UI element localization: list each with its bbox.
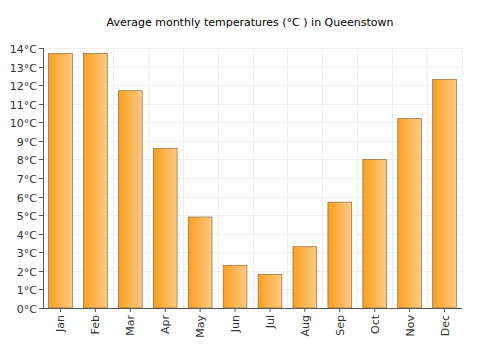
bar [363,159,387,308]
bar [153,148,177,308]
tick-label: 0°C [17,303,37,316]
tick [39,271,43,272]
tick-label: 4°C [17,229,37,242]
x-tick [409,308,410,312]
tick-label: 12°C [10,80,37,93]
bar [398,119,422,308]
title: Average monthly temperatures (°C ) in Qu… [107,16,394,29]
x-tick [130,308,131,312]
tick [39,178,43,179]
grid-line [43,48,462,49]
tick-label: 8°C [17,154,37,167]
tick-label: 9°C [17,136,37,149]
tick [39,104,43,105]
bars [49,54,457,308]
tick-label: 5°C [17,210,37,223]
tick [39,159,43,160]
x-tick [165,308,166,312]
tick [39,252,43,253]
tick-label: 13°C [10,62,37,75]
category-label: Mar [124,315,137,336]
category-label: Aug [299,315,312,336]
tick [39,234,43,235]
x-tick [60,308,61,312]
bar [328,202,352,308]
category-label: Sep [334,315,347,336]
category-label: May [194,315,207,338]
tick-label: 11°C [10,99,37,112]
tick [39,141,43,142]
grid-line-vertical [43,48,44,308]
bar [223,265,247,308]
x-tick [269,308,270,312]
bar [84,54,108,308]
tick-label: 2°C [17,266,37,279]
chart: Average monthly temperatures (°C ) in Qu… [0,0,500,350]
x-tick [235,308,236,312]
bar [258,275,282,308]
y-axis [43,48,44,308]
tick [39,197,43,198]
x-tick [339,308,340,312]
x-axis [43,308,462,309]
x-tick [304,308,305,312]
tick-label: 7°C [17,173,37,186]
tick-label: 3°C [17,247,37,260]
bar [433,80,457,308]
tick [39,308,43,309]
x-tick [374,308,375,312]
category-label: Apr [159,315,172,335]
tick-label: 1°C [17,284,37,297]
category-label: Feb [89,315,102,334]
tick-label: 6°C [17,192,37,205]
category-label: Jan [54,315,67,333]
bar [293,247,317,308]
tick-label: 10°C [10,117,37,130]
x-tick [444,308,445,312]
category-label: Dec [439,315,452,336]
category-label: Nov [404,315,417,337]
tick-label: 14°C [10,43,37,56]
grid-line-vertical [462,48,463,308]
tick [39,85,43,86]
tick [39,67,43,68]
bar [118,91,142,308]
category-label: Jul [264,315,277,329]
category-label: Jun [229,315,242,333]
x-tick [200,308,201,312]
category-label: Oct [369,314,382,334]
x-tick [95,308,96,312]
grid-line [43,308,462,309]
bar [49,54,73,308]
bar [188,217,212,308]
tick [39,122,43,123]
tick [39,48,43,49]
tick [39,215,43,216]
tick [39,289,43,290]
